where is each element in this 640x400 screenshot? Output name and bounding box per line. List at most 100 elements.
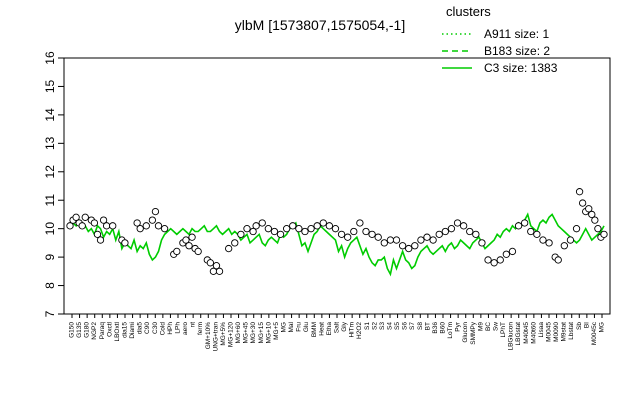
x-tick-label: BC (485, 322, 492, 331)
data-point (362, 227, 370, 236)
data-point (78, 222, 86, 230)
x-tick-label: LBGstat (515, 322, 522, 346)
data-point (151, 207, 160, 216)
data-point (356, 219, 364, 227)
data-point (307, 225, 315, 233)
data-point (539, 236, 547, 244)
x-tick-label: dia15 (122, 322, 129, 338)
legend-entry: A911 size: 1 (484, 27, 549, 41)
legend-title: clusters (446, 4, 491, 19)
x-tick-label: MG+30 (250, 322, 257, 344)
data-point (435, 230, 443, 239)
x-tick-label: C90 (144, 322, 151, 334)
x-tick-label: Sw (493, 322, 500, 331)
data-point (466, 227, 474, 236)
data-point (99, 216, 108, 224)
data-point (231, 239, 239, 247)
data-point (319, 219, 327, 227)
data-point (182, 236, 190, 244)
x-tick-label: nt (190, 322, 197, 328)
x-tick-label: SMMPy (470, 321, 477, 345)
x-tick-label: LBOxtl (114, 321, 121, 341)
y-tick-label: 16 (43, 51, 57, 65)
data-point (533, 230, 541, 239)
x-tick-label: MG+120 (228, 322, 235, 347)
data-point (514, 222, 523, 230)
data-point (392, 236, 401, 244)
x-tick-label: G150 (69, 322, 76, 338)
data-point (121, 239, 129, 247)
x-tick-label: G135 (76, 322, 83, 338)
data-point (325, 222, 334, 230)
y-tick-label: 12 (43, 165, 57, 179)
data-point (276, 230, 285, 239)
data-point (90, 219, 99, 227)
data-point (405, 244, 413, 253)
plot-area (66, 188, 608, 277)
x-tick-label: Lisaa (538, 322, 545, 338)
y-tick-label: 10 (43, 222, 57, 236)
x-tick-label: S5 (394, 322, 401, 330)
x-tick-label: MG+5 (273, 322, 280, 340)
x-tick-label: Diami (129, 322, 136, 339)
x-tick-label: G180 (84, 322, 91, 338)
data-point (331, 225, 340, 233)
x-tick-label: BI (583, 322, 590, 328)
data-point (225, 244, 233, 253)
x-tick-label: S2 (371, 322, 378, 330)
legend: clusters A911 size: 1 B183 size: 2 C3 size… (442, 4, 558, 75)
data-point (594, 225, 602, 233)
legend-entry: C3 size: 1383 (484, 61, 558, 75)
axes: 7 8 9 10 11 12 13 14 15 16 G150 G135 G180 NGP2 Paraq Ox… (43, 51, 611, 351)
data-point (188, 233, 196, 241)
x-tick-label: MG (599, 322, 606, 332)
data-point (258, 219, 266, 227)
data-point (545, 239, 553, 247)
y-tick-label: 7 (43, 310, 57, 317)
data-point (380, 239, 388, 247)
x-tick-label: aero (182, 322, 189, 335)
data-point (527, 227, 535, 236)
data-point (484, 256, 492, 264)
x-tick-label: M0090 (553, 322, 560, 342)
x-tick-label: HPh (167, 322, 174, 335)
data-point (459, 222, 468, 230)
x-tick-label: S8 (417, 322, 424, 330)
data-point (102, 222, 111, 230)
data-point (109, 222, 117, 230)
series-line (69, 212, 605, 277)
x-tick-label: Oxctl (106, 321, 113, 336)
x-tick-label: MG+5% (220, 322, 227, 346)
data-point (142, 222, 150, 230)
x-tick-label: S7 (409, 322, 416, 330)
y-tick-label: 15 (43, 79, 57, 93)
data-point (72, 213, 80, 221)
data-point (194, 247, 202, 256)
x-tick-label: Cold (159, 322, 166, 336)
data-point (496, 256, 504, 264)
plot-frame (63, 57, 611, 315)
data-point (429, 236, 437, 244)
x-tick-label: GM+10% (205, 322, 212, 349)
data-point (386, 236, 395, 244)
data-point (575, 188, 584, 196)
x-tick-label: ferm (197, 322, 204, 335)
data-point (264, 225, 272, 233)
data-point (148, 216, 157, 224)
data-point (133, 219, 141, 227)
data-point (398, 242, 407, 250)
data-point (93, 230, 102, 239)
x-tick-label: Pyr (455, 321, 462, 332)
data-point (66, 222, 74, 230)
x-tick-label: S4 (387, 322, 394, 330)
data-point (215, 267, 224, 275)
x-tick-label: M40t45 (523, 322, 530, 344)
data-point (368, 230, 376, 239)
data-point (560, 242, 568, 250)
data-point (411, 242, 419, 250)
data-point (173, 247, 181, 256)
data-point (374, 233, 382, 241)
data-point (301, 227, 309, 236)
data-point (283, 225, 291, 233)
